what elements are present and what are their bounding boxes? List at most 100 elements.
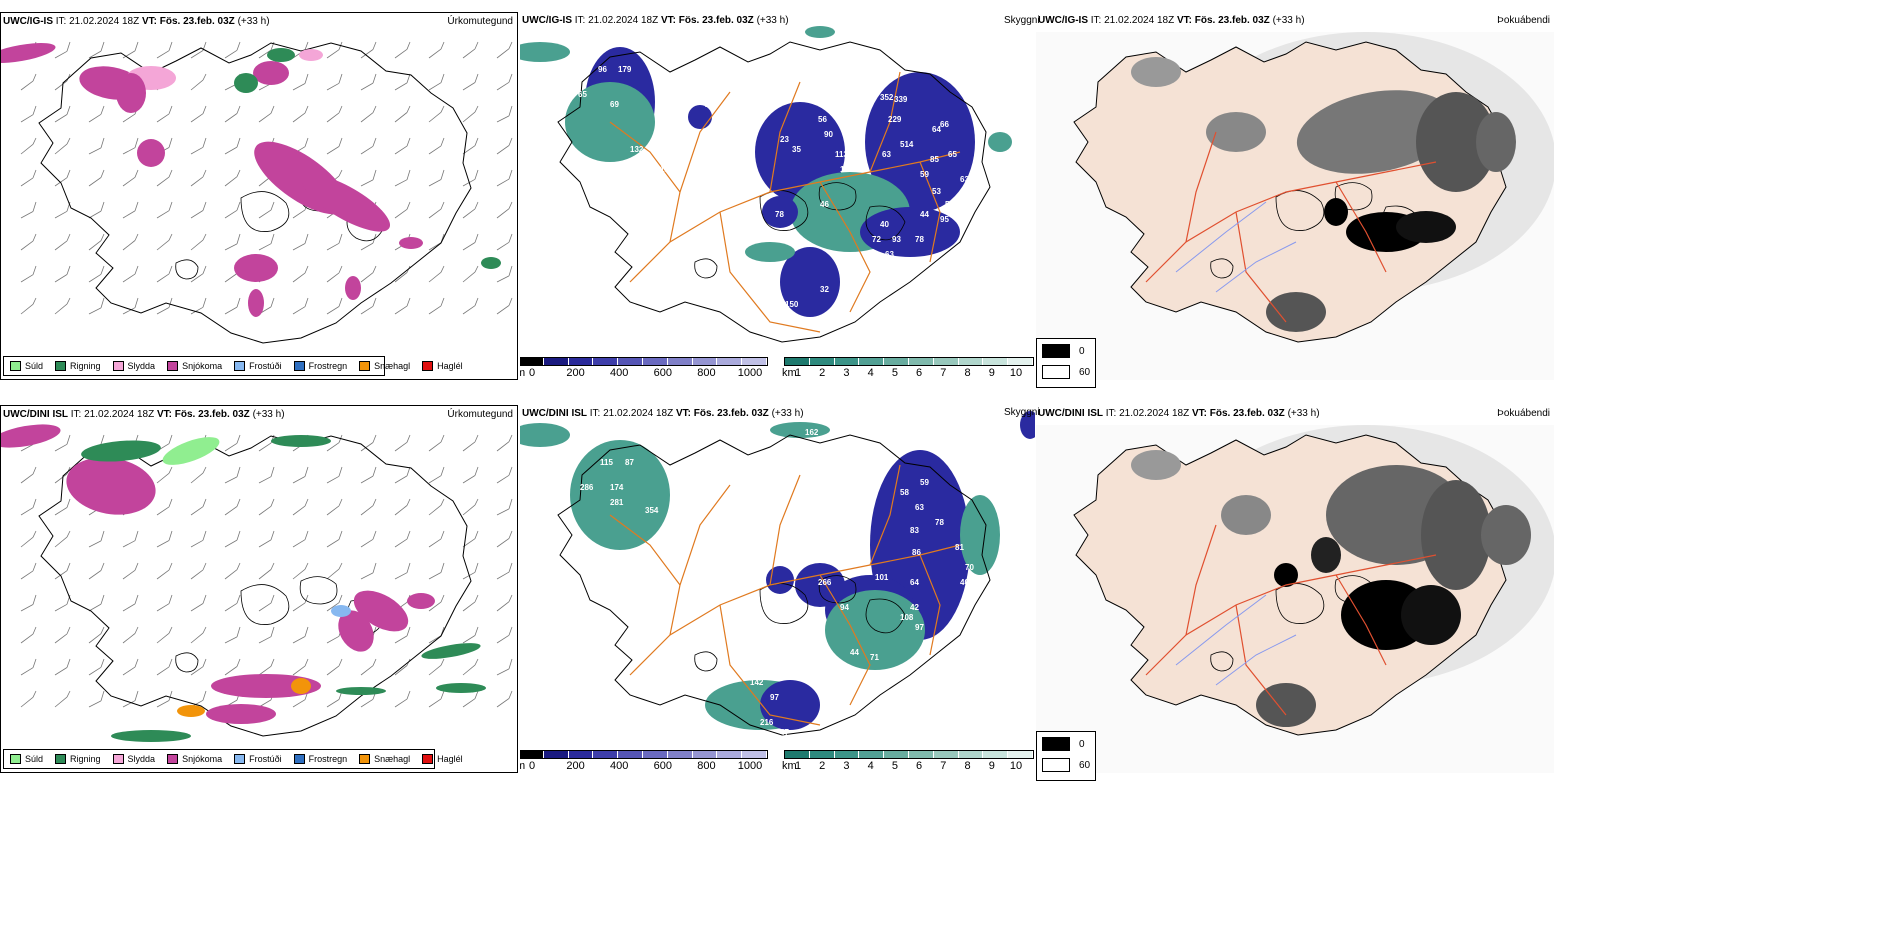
scale-unit: m <box>520 760 526 772</box>
precip-map-svg-top <box>1 41 513 344</box>
precip-legend-swatch <box>422 361 434 371</box>
precip-map-top: UWC/IG-IS IT: 21.02.2024 18Z VT: Fös. 23… <box>0 12 518 380</box>
scale-tick-label: 600 <box>653 367 672 379</box>
cloudbase-label: 159 <box>870 77 884 86</box>
precip-legend-item: Frostúði <box>234 361 282 371</box>
cloudbase-label: 266 <box>818 578 832 587</box>
scale-cell <box>809 751 835 758</box>
precip-legend-label: Snæhagl <box>374 361 411 371</box>
cloudbase-label: 115 <box>600 458 613 467</box>
precip-legend-label: Slydda <box>127 361 156 371</box>
fog-header-bottom: UWC/DINI ISL IT: 21.02.2024 18Z VT: Fös.… <box>1038 408 1320 419</box>
fog-legend-white-label: 60 <box>1079 759 1091 771</box>
scale-cell <box>859 751 885 758</box>
road-network <box>609 464 961 726</box>
cloudbase-label: 59 <box>920 170 929 179</box>
cloudbase-label: 86 <box>912 548 921 557</box>
cloudbase-label: 47 <box>780 728 789 737</box>
fog-map-bottom: UWC/DINI ISL IT: 21.02.2024 18Z VT: Fös.… <box>1036 405 1554 773</box>
scale-tick-label: 9 <box>988 760 995 772</box>
iceland-map <box>557 41 991 343</box>
fog-legend-white-swatch <box>1042 365 1070 379</box>
cloud-header-bottom: UWC/DINI ISL IT: 21.02.2024 18Z VT: Fös.… <box>522 408 804 419</box>
cloudbase-label: 58 <box>900 488 909 497</box>
precip-legend-item: Súld <box>10 754 43 764</box>
cloudbase-label: 81 <box>955 543 964 552</box>
cloudbase-label: 78 <box>935 518 944 527</box>
cloudbase-scale-top: 0 200 400 600 800 1000 m <box>520 357 768 380</box>
fog-map-svg-bottom <box>1036 425 1554 773</box>
scale-tick-label: 6 <box>916 760 923 772</box>
scale-tick-label: 10 <box>1009 367 1023 379</box>
cloudbase-label: 72 <box>872 235 881 244</box>
cloud-title-bottom: Skyggni <box>1004 407 1040 418</box>
fog-roads-rivers <box>1145 131 1437 323</box>
cloudbase-label: 85 <box>930 155 939 164</box>
cloud-header-top: UWC/IG-IS IT: 21.02.2024 18Z VT: Fös. 23… <box>522 15 789 26</box>
scale-cell <box>667 358 693 365</box>
scale-cell <box>717 751 743 758</box>
cloudbase-label: 59 <box>760 110 769 119</box>
scale-tick-label: 5 <box>891 760 898 772</box>
cloudbase-label: 87 <box>625 458 634 467</box>
visibility-scale-top: 1 2 3 4 5 6 7 8 9 10 km <box>782 357 1034 380</box>
cloudbase-label: 80 <box>780 593 789 602</box>
fog-legend-bottom: 0 60 <box>1036 731 1096 781</box>
scale-tick-label: 2 <box>819 367 826 379</box>
scale-cell <box>834 358 860 365</box>
cloudbase-label: 142 <box>720 125 734 134</box>
scale-cell <box>908 358 934 365</box>
scale-cell <box>667 751 693 758</box>
cloudbase-label: 50 <box>955 215 964 224</box>
cloudbase-label: 63 <box>882 150 891 159</box>
precip-legend-swatch <box>10 361 21 371</box>
cloudbase-label: 78 <box>775 210 784 219</box>
scale-tick-label: 7 <box>940 367 947 379</box>
scale-cell <box>859 358 885 365</box>
scale-tick-label: 200 <box>566 760 585 772</box>
scale-tick-label: 1 <box>794 367 802 379</box>
cloudbase-label: 97 <box>915 623 924 632</box>
fog-title-bottom: Þokuábendi <box>1497 408 1550 419</box>
scale-cell <box>593 751 619 758</box>
precip-legend-swatch <box>112 754 124 764</box>
cloudbase-label: 162 <box>805 428 819 437</box>
precip-map-svg-bottom <box>1 424 513 742</box>
scale-tick-label: 1000 <box>737 367 763 379</box>
cloudbase-label: 186 <box>840 683 854 692</box>
cloudbase-label: 150 <box>785 300 799 309</box>
scale-cell <box>717 358 743 365</box>
scale-cell <box>742 358 767 365</box>
scale-unit: m <box>520 367 526 379</box>
cloudbase-label: 92 <box>665 538 674 547</box>
scale-cell <box>642 358 668 365</box>
precip-legend-label: Snjókoma <box>182 361 223 371</box>
precip-legend-item: Rigning <box>55 361 101 371</box>
scale-cell <box>983 751 1009 758</box>
precip-legend-swatch <box>55 754 67 764</box>
fog-legend-white-swatch <box>1042 758 1070 772</box>
precip-legend-swatch <box>167 361 179 371</box>
cloudbase-label: 130 <box>840 165 854 174</box>
scale-cell <box>692 358 718 365</box>
cloudbase-label: 142 <box>750 678 764 687</box>
cloudbase-label: 63 <box>885 250 894 259</box>
cloudbase-label: 65 <box>948 150 957 159</box>
cloudbase-label: 179 <box>618 65 632 74</box>
cloudbase-map-bottom: UWC/DINI ISL IT: 21.02.2024 18Z VT: Fös.… <box>520 405 1035 773</box>
cloud-title-top: Skyggni <box>1004 15 1040 26</box>
cloudbase-label: 83 <box>910 526 919 535</box>
precip-legend-label: Slydda <box>127 754 156 764</box>
cloudbase-label: 46 <box>820 200 829 209</box>
cloudbase-label: 138 <box>854 165 868 174</box>
scale-cell <box>520 358 544 365</box>
scale-tick-label: 9 <box>988 367 995 379</box>
scale-tick-label: 8 <box>964 760 971 772</box>
precip-legend-bottom: Súld Rigning Slydda Snjókoma Frostúði Frostre… <box>3 749 463 769</box>
scale-colorbar <box>520 750 768 759</box>
scale-tick-label: 800 <box>697 760 716 772</box>
cloudbase-map-svg-bottom: 162 115 87 286 174 281 354 107 92 188 266 80 94 58 58 5… <box>520 411 1035 752</box>
cloudbase-label: 44 <box>920 210 929 219</box>
precip-legend-label: Frostúði <box>249 361 282 371</box>
precip-legend-swatch <box>293 361 305 371</box>
